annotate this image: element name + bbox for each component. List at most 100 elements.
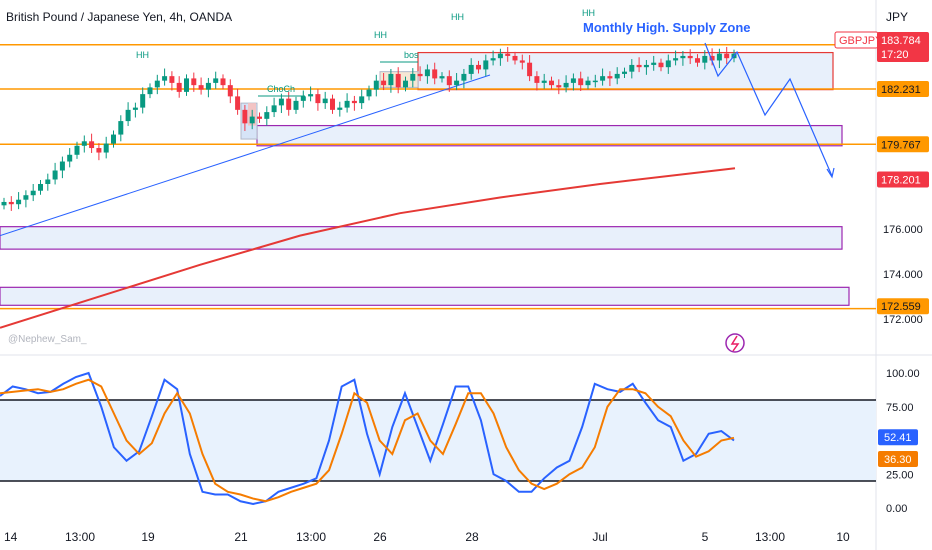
candle-body bbox=[257, 116, 262, 119]
level-price-tag-text: 182.231 bbox=[881, 84, 921, 96]
candle-body bbox=[111, 134, 116, 144]
candle-body bbox=[315, 94, 321, 104]
hh-label: HH bbox=[451, 12, 464, 22]
candle-body bbox=[81, 141, 87, 146]
candle-body bbox=[8, 201, 14, 205]
level-price-tag-text: 178.201 bbox=[881, 174, 921, 186]
candle-body bbox=[483, 60, 489, 70]
candle-body bbox=[351, 100, 357, 104]
oscillator-value-tag bbox=[878, 429, 918, 446]
zone-rectangle bbox=[256, 124, 843, 147]
oscillator-value-text: 36.30 bbox=[884, 454, 912, 466]
candle-body bbox=[220, 78, 226, 86]
stoch-d-line bbox=[0, 378, 735, 503]
x-tick-label: 26 bbox=[373, 530, 387, 544]
candle-body bbox=[388, 73, 394, 86]
candle-body bbox=[490, 58, 496, 61]
candle-body bbox=[293, 100, 299, 110]
projection-arrowhead bbox=[826, 167, 835, 179]
level-price-tag bbox=[877, 136, 929, 153]
candle-body bbox=[468, 64, 474, 74]
supply-zone-label: Monthly High. Supply Zone bbox=[583, 20, 751, 35]
candle-body bbox=[103, 143, 109, 153]
candle-body bbox=[432, 69, 438, 79]
candle-body bbox=[643, 64, 649, 68]
x-tick-label: 13:00 bbox=[65, 530, 95, 544]
candle-body bbox=[249, 116, 255, 124]
candle-body bbox=[512, 55, 518, 61]
candle-body bbox=[527, 62, 533, 77]
level-price-tag-text: 172.559 bbox=[881, 301, 921, 313]
choch-label: ChoCh bbox=[267, 84, 295, 94]
candle-body bbox=[74, 145, 80, 155]
trendline bbox=[0, 74, 491, 237]
projection-path bbox=[704, 42, 833, 177]
level-price-tag-text: 179.767 bbox=[881, 139, 921, 151]
candle-body bbox=[541, 80, 547, 83]
level-price-tag bbox=[877, 171, 929, 188]
candle-body bbox=[322, 98, 328, 104]
candle-body bbox=[366, 89, 372, 97]
candle-body bbox=[162, 76, 168, 81]
candle-body bbox=[680, 55, 686, 59]
candle-body bbox=[665, 60, 671, 68]
candle-body bbox=[614, 73, 620, 79]
candle-body bbox=[169, 76, 175, 83]
candle-body bbox=[563, 82, 569, 88]
candle-body bbox=[30, 190, 36, 196]
candle-body bbox=[381, 80, 387, 86]
candle-body bbox=[23, 195, 29, 200]
candle-body bbox=[359, 96, 365, 104]
moving-average-line bbox=[0, 167, 736, 329]
x-tick-label: 28 bbox=[465, 530, 479, 544]
last-price-tag bbox=[877, 32, 929, 62]
candle-body bbox=[337, 107, 343, 110]
candle-body bbox=[132, 107, 138, 110]
candle-body bbox=[118, 121, 124, 135]
candle-body bbox=[395, 73, 401, 88]
candle-body bbox=[556, 85, 562, 88]
x-tick-label: 13:00 bbox=[296, 530, 326, 544]
candle-body bbox=[176, 82, 182, 92]
countdown-text: 17:20 bbox=[881, 49, 909, 61]
x-tick-label: 5 bbox=[702, 530, 709, 544]
candle-body bbox=[59, 161, 65, 171]
candle-body bbox=[271, 105, 277, 113]
candle-body bbox=[461, 73, 467, 81]
y-tick-label: 176.000 bbox=[883, 224, 923, 236]
candle-body bbox=[673, 58, 679, 61]
candle-body bbox=[578, 78, 584, 86]
level-price-tag bbox=[877, 298, 929, 315]
candle-body bbox=[549, 80, 554, 86]
candle-body bbox=[629, 64, 635, 72]
candle-body bbox=[439, 76, 445, 79]
candle-body bbox=[570, 78, 576, 83]
candle-body bbox=[1, 201, 7, 206]
candle-body bbox=[424, 69, 430, 77]
candle-body bbox=[454, 80, 460, 86]
candle-body bbox=[636, 64, 642, 68]
candle-body bbox=[45, 179, 51, 184]
candle-body bbox=[184, 78, 189, 92]
candle-body bbox=[264, 112, 270, 119]
candle-body bbox=[16, 199, 22, 205]
oscillator-y-tick: 25.00 bbox=[886, 469, 914, 481]
candle-body bbox=[300, 96, 306, 101]
candle-body bbox=[154, 80, 160, 88]
y-tick-label: 172.000 bbox=[883, 314, 923, 326]
candle-body bbox=[52, 170, 58, 180]
level-price-tag bbox=[877, 80, 929, 97]
x-tick-label: 14 bbox=[4, 530, 18, 544]
candle-body bbox=[308, 94, 314, 97]
candle-body bbox=[592, 80, 598, 83]
candle-body bbox=[446, 76, 452, 86]
candle-body bbox=[205, 82, 211, 90]
candle-body bbox=[227, 85, 233, 97]
candle-body bbox=[505, 53, 511, 56]
watermark-text: @Nephew_Sam_ bbox=[8, 334, 87, 345]
candle-body bbox=[607, 76, 613, 79]
candle-body bbox=[140, 94, 146, 108]
candle-body bbox=[417, 73, 423, 77]
symbol-tag-text: GBPJPY bbox=[839, 35, 883, 47]
